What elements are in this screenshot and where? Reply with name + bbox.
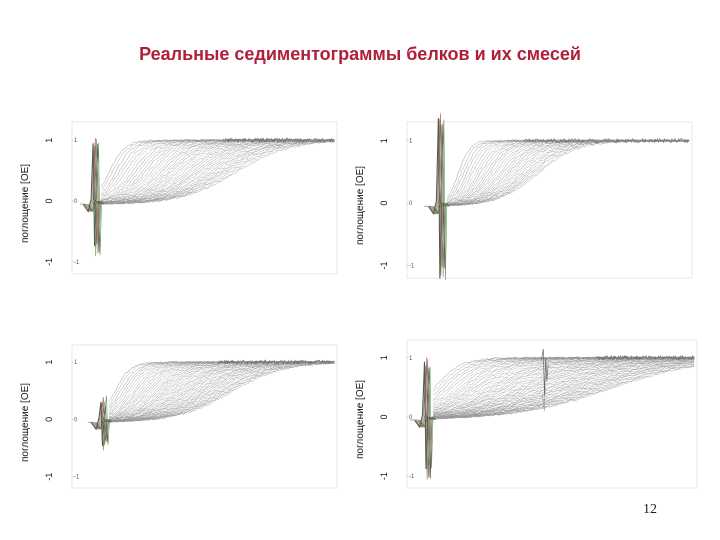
- chart-svg: -1 0 1 1 0 -1: [379, 113, 693, 280]
- plateau-noise: [595, 354, 695, 361]
- plot-frame: [406, 339, 698, 489]
- meniscus-spike: [433, 119, 451, 280]
- sedimentation-curve: [101, 139, 335, 205]
- y-tick-label: -1: [379, 472, 389, 480]
- sedimentation-curve: [432, 358, 695, 419]
- y-tick-label: 1: [379, 138, 389, 143]
- sedimentation-curve: [433, 366, 695, 420]
- y-tick-label: 0: [379, 201, 389, 206]
- meniscus-spike: [419, 366, 437, 469]
- plot-frame: [406, 121, 693, 279]
- sedimentation-curve: [101, 138, 335, 198]
- meniscus-spike: [432, 123, 450, 269]
- plateau-noise: [222, 137, 335, 144]
- page-number: 12: [643, 502, 657, 517]
- y-tick-label: 0: [379, 414, 389, 419]
- meniscus-spike: [418, 367, 436, 479]
- sedimentation-curve: [101, 140, 335, 205]
- inner-tick-label: -1: [74, 260, 80, 266]
- inner-tick-label: -1: [409, 474, 415, 480]
- y-tick-label: -1: [379, 262, 389, 270]
- sedimentation-curve: [108, 361, 335, 417]
- y-tick-label: 0: [44, 417, 54, 422]
- meniscus-spike: [88, 142, 105, 256]
- sedimentation-curve: [432, 359, 695, 419]
- sedimentation-curve: [109, 361, 335, 419]
- meniscus-spike: [87, 143, 104, 253]
- sedimentation-curve: [109, 361, 335, 423]
- inner-tick-label: -1: [74, 475, 80, 481]
- sedimentogram-panel-top-right: поглощение [OE] -1 0 1 1 0 -1: [355, 112, 700, 282]
- sedimentation-curve: [433, 357, 695, 419]
- sedimentogram-panel-top-left: поглощение [OE] -1 0 1 1 0 -1: [20, 112, 345, 278]
- plateau-noise: [523, 137, 690, 144]
- chart-svg: -1 0 1 1 0 -1: [44, 344, 338, 489]
- mid-spike: [542, 387, 546, 412]
- sedimentation-curve: [101, 140, 335, 205]
- mid-spike: [540, 348, 549, 397]
- slide-title: Реальные седиментограммы белков и их сме…: [139, 44, 581, 64]
- sedimentation-curve: [446, 139, 690, 203]
- sedimentation-curve: [109, 362, 335, 423]
- y-tick-label: 0: [44, 199, 54, 204]
- sedimentation-curve: [108, 361, 335, 407]
- y-tick-label: 1: [379, 355, 389, 360]
- inner-tick-label: 1: [409, 139, 413, 145]
- inner-tick-label: -1: [409, 264, 415, 270]
- sedimentation-curve: [432, 356, 695, 409]
- sedimentation-curve: [101, 139, 335, 205]
- sedimentation-curve: [101, 141, 335, 205]
- chart-svg: -1 0 1 1 0 -1: [379, 339, 698, 489]
- y-tick-label: 1: [44, 360, 54, 365]
- y-tick-label: 1: [44, 138, 54, 143]
- y-tick-label: -1: [44, 473, 54, 481]
- sedimentation-curve: [108, 362, 335, 423]
- inner-tick-label: 0: [74, 199, 78, 205]
- plateau-noise: [217, 359, 335, 366]
- sedimentation-curve: [446, 139, 690, 207]
- sedimentation-curve: [432, 364, 695, 420]
- sedimentation-curve: [432, 361, 695, 420]
- inner-tick-label: 0: [74, 417, 78, 423]
- inner-tick-label: 0: [409, 201, 413, 207]
- sedimentation-curve: [433, 357, 695, 419]
- plot-frame: [71, 121, 338, 275]
- sedimentogram-panel-bottom-left: поглощение [OE] -1 0 1 1 0 -1: [20, 335, 345, 492]
- plot-frame: [71, 344, 338, 489]
- inner-tick-label: 1: [74, 138, 78, 144]
- meniscus-spike: [96, 395, 113, 445]
- chart-svg: -1 0 1 1 0 -1: [44, 121, 338, 275]
- inner-tick-label: 0: [409, 415, 413, 421]
- inner-tick-label: 1: [409, 356, 413, 362]
- sedimentogram-panel-bottom-right: поглощение [OE] -1 0 1 1 0 -1: [355, 330, 705, 492]
- inner-tick-label: 1: [74, 360, 78, 366]
- sedimentation-curve: [433, 357, 695, 419]
- y-tick-label: -1: [44, 258, 54, 266]
- sedimentation-curve: [446, 139, 690, 206]
